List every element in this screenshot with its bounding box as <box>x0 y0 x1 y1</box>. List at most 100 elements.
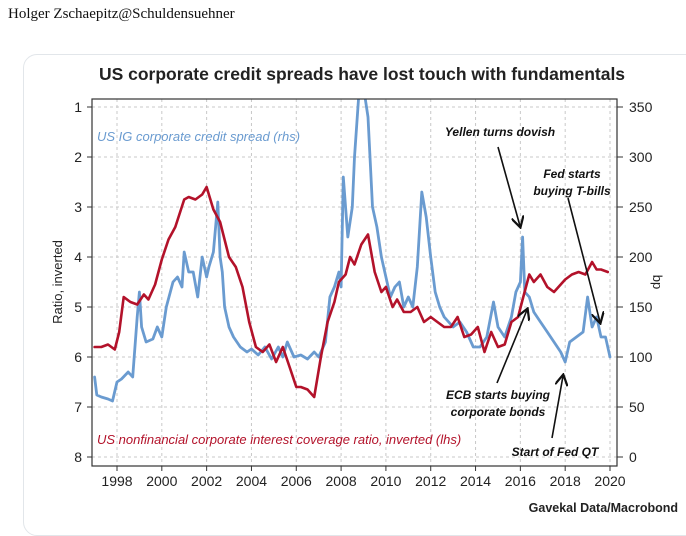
interest-coverage-point <box>295 386 297 388</box>
interest-coverage-point <box>320 356 322 358</box>
y-right-tick-label: 200 <box>629 249 653 265</box>
series-line-ig-spread <box>93 99 612 403</box>
interest-coverage-point <box>560 283 562 286</box>
ig-spread-point <box>510 316 512 318</box>
ig-spread-point <box>448 321 450 323</box>
interest-coverage-point <box>201 193 203 196</box>
interest-coverage-point <box>553 291 555 293</box>
interest-coverage-point <box>255 346 257 348</box>
ig-spread-point <box>595 316 598 318</box>
y-left-tick-label: 3 <box>74 199 82 215</box>
ig-spread-point <box>313 351 315 353</box>
chart-source: Gavekal Data/Macrobond <box>529 501 678 515</box>
ig-spread-point <box>443 316 445 318</box>
ig-spread-point <box>136 316 138 318</box>
y-axis-left: 1 2 3 4 5 6 7 8 <box>74 99 92 465</box>
interest-coverage-point <box>349 256 351 258</box>
interest-coverage-point <box>483 351 486 353</box>
ig-spread-point <box>318 356 320 358</box>
ig-spread-point <box>553 341 555 343</box>
annotation-ecb-line2: corporate bonds <box>451 405 546 419</box>
ig-spread-point <box>228 326 230 328</box>
ig-spread-point <box>282 356 284 358</box>
ig-spread-point <box>539 321 542 323</box>
interest-coverage-point <box>241 286 244 288</box>
series-lines <box>93 86 612 403</box>
interest-coverage-point <box>143 293 145 296</box>
y-left-tick-label: 4 <box>74 249 82 265</box>
ig-spread-point <box>479 346 481 348</box>
ig-spread-point <box>132 376 134 378</box>
series-line-interest-coverage <box>93 185 610 399</box>
ig-spread-point <box>239 346 241 348</box>
interest-coverage-point <box>275 361 277 363</box>
ig-spread-point <box>246 351 248 353</box>
interest-coverage-point <box>510 321 512 323</box>
ig-spread-point <box>430 256 432 258</box>
ig-spread-point <box>376 226 378 228</box>
y-right-tick-label: 300 <box>629 149 653 165</box>
ig-spread-point <box>564 361 566 363</box>
ig-spread-point <box>371 206 374 208</box>
y-left-tick-label: 1 <box>74 99 82 115</box>
interest-coverage-point <box>167 238 170 241</box>
ig-spread-point <box>492 301 495 303</box>
ig-spread-point <box>439 306 441 308</box>
interest-coverage-point <box>463 336 465 338</box>
y-right-tick-label: 0 <box>629 449 637 465</box>
ig-spread-point <box>465 331 468 333</box>
interest-coverage-point <box>288 366 291 368</box>
ig-spread-point <box>176 276 179 278</box>
interest-coverage-point <box>188 196 190 198</box>
ig-spread-point <box>533 311 535 313</box>
interest-coverage-point <box>154 283 156 286</box>
ig-spread-point <box>497 326 499 328</box>
interest-coverage-point <box>300 386 302 388</box>
interest-coverage-point <box>517 316 519 318</box>
ig-spread-point <box>403 306 405 308</box>
chart: US corporate credit spreads have lost to… <box>50 64 678 515</box>
y-right-tick-label: 350 <box>629 99 653 115</box>
ig-spread-point <box>188 271 190 273</box>
interest-coverage-point <box>546 286 548 288</box>
arrow-ecb <box>496 310 527 384</box>
ig-spread-point <box>434 291 436 293</box>
ig-spread-point <box>152 338 154 340</box>
grid <box>92 99 617 466</box>
ig-spread-point <box>586 296 589 298</box>
interest-coverage-point <box>248 321 250 323</box>
ig-spread-point <box>486 336 488 338</box>
ig-spread-point <box>127 371 129 373</box>
interest-coverage-point <box>504 343 506 346</box>
ig-spread-point <box>208 266 210 268</box>
ig-spread-point <box>385 276 387 278</box>
ig-spread-point <box>363 86 364 87</box>
ig-spread-point <box>351 206 353 208</box>
ig-spread-point <box>156 326 158 328</box>
ig-spread-point <box>271 358 273 360</box>
interest-coverage-point <box>539 273 542 276</box>
x-tick-label: 2010 <box>370 473 401 489</box>
ig-spread-point <box>452 326 454 328</box>
ig-spread-point <box>604 336 607 338</box>
ig-spread-point <box>421 191 423 193</box>
x-axis: 1998 2000 2002 2004 2006 2008 2010 2012 2014 2016… <box>101 466 626 489</box>
interest-coverage-point <box>450 326 452 328</box>
interest-coverage-point <box>571 273 573 276</box>
ig-spread-point <box>394 286 396 288</box>
interest-coverage-point <box>367 233 369 236</box>
interest-coverage-point <box>497 346 499 348</box>
ig-spread-point <box>353 156 356 158</box>
ig-spread-point <box>340 286 342 288</box>
ig-spread-point <box>358 91 359 92</box>
ig-spread-point <box>560 351 562 353</box>
interest-coverage-point <box>436 321 439 323</box>
x-tick-label: 2012 <box>415 473 446 489</box>
interest-coverage-point <box>578 271 580 273</box>
ig-spread-point <box>96 394 98 396</box>
ig-spread-point <box>201 256 203 258</box>
interest-coverage-point <box>607 271 609 273</box>
interest-coverage-point <box>380 291 383 293</box>
y-right-tick-label: 50 <box>629 399 645 415</box>
ig-spread-point <box>515 291 517 293</box>
